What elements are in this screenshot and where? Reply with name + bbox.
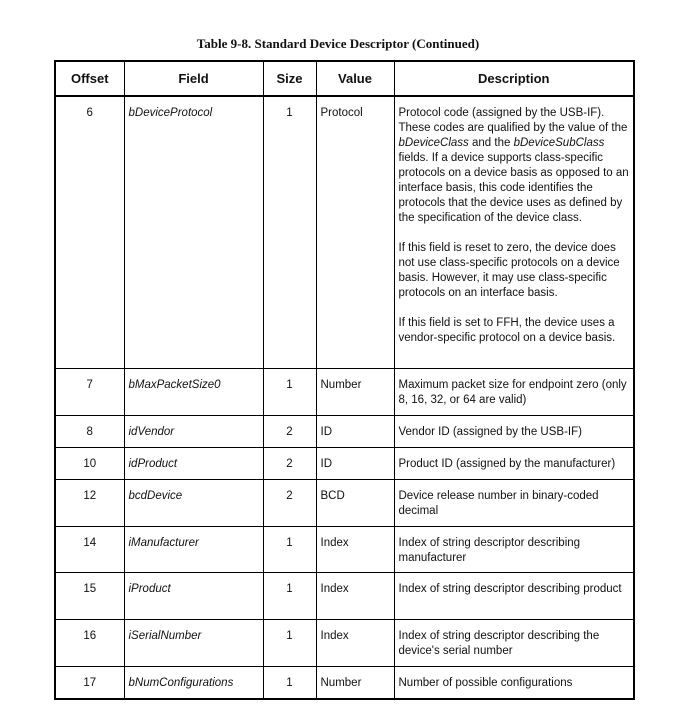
description-cell: Product ID (assigned by the manufacturer… (393, 446, 635, 480)
table-row: 10 idProduct 2 ID Product ID (assigned by th… (54, 446, 635, 480)
value-cell: ID (315, 414, 395, 448)
value-cell: ID (315, 446, 395, 480)
size-cell: 1 (262, 571, 317, 620)
offset-cell: 17 (54, 665, 125, 700)
header-description: Description (393, 60, 635, 97)
descriptor-table: Offset Field Size Value Description 6 bD… (54, 60, 635, 700)
value-cell: Protocol (315, 95, 395, 369)
size-cell: 1 (262, 95, 317, 369)
description-cell: Maximum packet size for endpoint zero (o… (393, 367, 635, 416)
field-cell: iSerialNumber (123, 618, 264, 667)
field-cell: idVendor (123, 414, 264, 448)
field-cell: idProduct (123, 446, 264, 480)
header-field: Field (123, 60, 264, 97)
field-cell: bcdDevice (123, 478, 264, 527)
header-size: Size (262, 60, 317, 97)
description-cell: Device release number in binary-coded de… (393, 478, 635, 527)
field-cell: iManufacturer (123, 525, 264, 573)
value-cell: Index (315, 525, 395, 573)
description-paragraph: Protocol code (assigned by the USB-IF). … (399, 106, 630, 226)
value-cell: Number (315, 665, 395, 700)
table-title: Table 9-8. Standard Device Descriptor (C… (196, 36, 480, 51)
size-cell: 1 (262, 525, 317, 573)
offset-cell: 15 (54, 571, 125, 620)
table-row: 6 bDeviceProtocol 1 Protocol Protocol co… (54, 95, 635, 369)
description-cell: Index of string descriptor describing th… (393, 618, 635, 667)
text: fields. If a device supports class-speci… (398, 152, 629, 224)
header-value: Value (315, 60, 395, 97)
field-cell: iProduct (123, 571, 264, 620)
value-cell: Index (315, 618, 395, 667)
header-offset: Offset (54, 60, 125, 97)
description-cell: Index of string descriptor describing pr… (393, 571, 635, 620)
size-cell: 2 (262, 478, 317, 527)
table-row: 16 iSerialNumber 1 Index Index of string des… (54, 618, 635, 667)
table-row: 15 iProduct 1 Index Index of string descript… (54, 571, 635, 620)
description-paragraph: If this field is reset to zero, the devi… (398, 242, 620, 299)
description-cell: Vendor ID (assigned by the USB-IF) (393, 414, 635, 448)
offset-cell: 8 (54, 414, 125, 448)
value-cell: BCD (315, 478, 395, 527)
table-row: 14 iManufacturer 1 Index Index of string des… (54, 525, 635, 573)
table-row: 12 bcdDevice 2 BCD Device release number in … (54, 478, 635, 527)
description-paragraph: If this field is set to FFH, the device … (398, 317, 616, 344)
field-cell: bDeviceProtocol (123, 95, 264, 369)
size-cell: 1 (262, 665, 317, 700)
value-cell: Index (315, 571, 395, 620)
table-row: 7 bMaxPacketSize0 1 Number Maximum packet si… (54, 367, 635, 416)
field-cell: bMaxPacketSize0 (123, 367, 264, 416)
description-cell: Number of possible configurations (393, 665, 635, 700)
offset-cell: 6 (54, 95, 125, 369)
size-cell: 1 (262, 367, 317, 416)
offset-cell: 16 (54, 618, 125, 667)
size-cell: 1 (262, 618, 317, 667)
description-cell: Index of string descriptor describing ma… (393, 525, 635, 573)
text: Protocol code (assigned by the USB-IF). … (398, 107, 628, 134)
offset-cell: 14 (54, 525, 125, 573)
description-cell: Protocol code (assigned by the USB-IF). … (393, 95, 635, 369)
offset-cell: 10 (54, 446, 125, 480)
field-cell: bNumConfigurations (123, 665, 264, 700)
text: and the (468, 137, 514, 149)
size-cell: 2 (262, 414, 317, 448)
offset-cell: 12 (54, 478, 125, 527)
offset-cell: 7 (54, 367, 125, 416)
table-row: 8 idVendor 2 ID Vendor ID (assigned by the U… (54, 414, 635, 448)
size-cell: 2 (262, 446, 317, 480)
value-cell: Number (315, 367, 395, 416)
field-ref: bDeviceSubClass (513, 137, 605, 149)
field-ref: bDeviceClass (398, 137, 469, 149)
table-row: 17 bNumConfigurations 1 Number Number of pos… (54, 665, 635, 700)
header-row: Offset Field Size Value Description (54, 60, 635, 97)
